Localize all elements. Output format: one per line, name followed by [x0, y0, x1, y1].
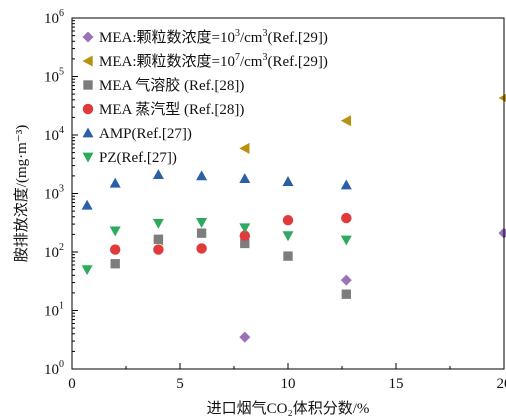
data-point-s4-p1	[109, 177, 121, 188]
data-point-s1-p3	[498, 93, 506, 102]
legend-marker-3	[82, 103, 94, 115]
data-point-s3-p1	[153, 244, 164, 255]
x-axis-label: 进口烟气CO₂体积分数/%	[207, 400, 370, 417]
x-tick-label: 20	[497, 376, 506, 392]
data-point-s4-p0	[81, 199, 93, 210]
legend-label-1: MEA:颗粒数浓度=107/cm3(Ref.[29])	[99, 52, 328, 70]
data-point-s0-p1	[340, 274, 352, 286]
data-point-s3-p5	[341, 212, 352, 224]
data-point-s2-p5	[341, 289, 351, 299]
y-tick-label: 102	[44, 242, 64, 261]
data-point-s2-p1	[153, 234, 164, 244]
x-tick-label: 0	[68, 376, 76, 392]
data-point-s5-p0	[81, 265, 93, 276]
data-point-s2-p0	[110, 259, 120, 269]
data-point-s5-p6	[340, 235, 352, 246]
y-tick-label: 103	[44, 184, 64, 203]
data-point-s5-p2	[152, 218, 164, 229]
y-axis-label: 胺排放浓度/(mg·m⁻³)	[13, 125, 30, 262]
data-point-s2-p4	[283, 251, 293, 261]
legend-marker-2	[83, 80, 93, 90]
legend-label-0: MEA:颗粒数浓度=103/cm3(Ref.[29])	[99, 28, 328, 46]
data-point-s0-p0	[239, 331, 251, 343]
data-point-s2-p2	[196, 228, 207, 238]
plot-area-frame	[71, 17, 505, 370]
data-point-s0-p2	[498, 227, 506, 239]
legend-marker-5	[82, 152, 94, 163]
legend-label-4: AMP(Ref.[27])	[99, 126, 192, 142]
data-point-s5-p5	[282, 231, 294, 242]
x-tick-label: 5	[176, 376, 184, 392]
axis-ticks: 0 5 10 15 20 100 101 102 103 104 105 106	[44, 8, 506, 392]
data-point-s4-p6	[340, 179, 352, 190]
legend-marker-0	[82, 31, 94, 43]
data-point-s4-p2	[152, 169, 164, 180]
x-tick-label: 15	[389, 376, 404, 392]
data-point-s1-p1	[239, 142, 250, 154]
data-point-s3-p3	[239, 230, 251, 241]
data-point-s5-p4	[239, 223, 251, 234]
y-tick-label: 100	[44, 359, 64, 378]
legend: MEA:颗粒数浓度=103/cm3(Ref.[29]) MEA:颗粒数浓度=107…	[82, 28, 328, 166]
data-point-s1-p2	[340, 115, 351, 127]
data-point-s4-p5	[282, 176, 294, 186]
y-tick-label: 105	[44, 67, 64, 86]
data-point-s3-p0	[109, 244, 121, 255]
legend-marker-4	[82, 127, 94, 138]
legend-label-3: MEA 蒸汽型 (Ref.[28])	[99, 101, 244, 118]
data-point-s2-p3	[240, 238, 250, 249]
data-point-s3-p2	[196, 243, 207, 254]
legend-label-2: MEA 气溶胶 (Ref.[28])	[99, 77, 244, 94]
legend-label-5: PZ(Ref.[27])	[99, 150, 177, 166]
x-tick-label: 10	[281, 376, 296, 392]
y-tick-label: 104	[44, 125, 64, 144]
data-point-s5-p1	[109, 226, 121, 237]
data-point-s4-p4	[239, 173, 251, 183]
data-points	[81, 93, 506, 343]
y-tick-label: 101	[44, 301, 64, 320]
data-point-s4-p3	[196, 170, 208, 181]
data-point-s3-p4	[282, 214, 294, 226]
legend-marker-1	[82, 55, 93, 67]
y-tick-label: 106	[44, 8, 64, 27]
data-point-s5-p3	[196, 218, 208, 228]
